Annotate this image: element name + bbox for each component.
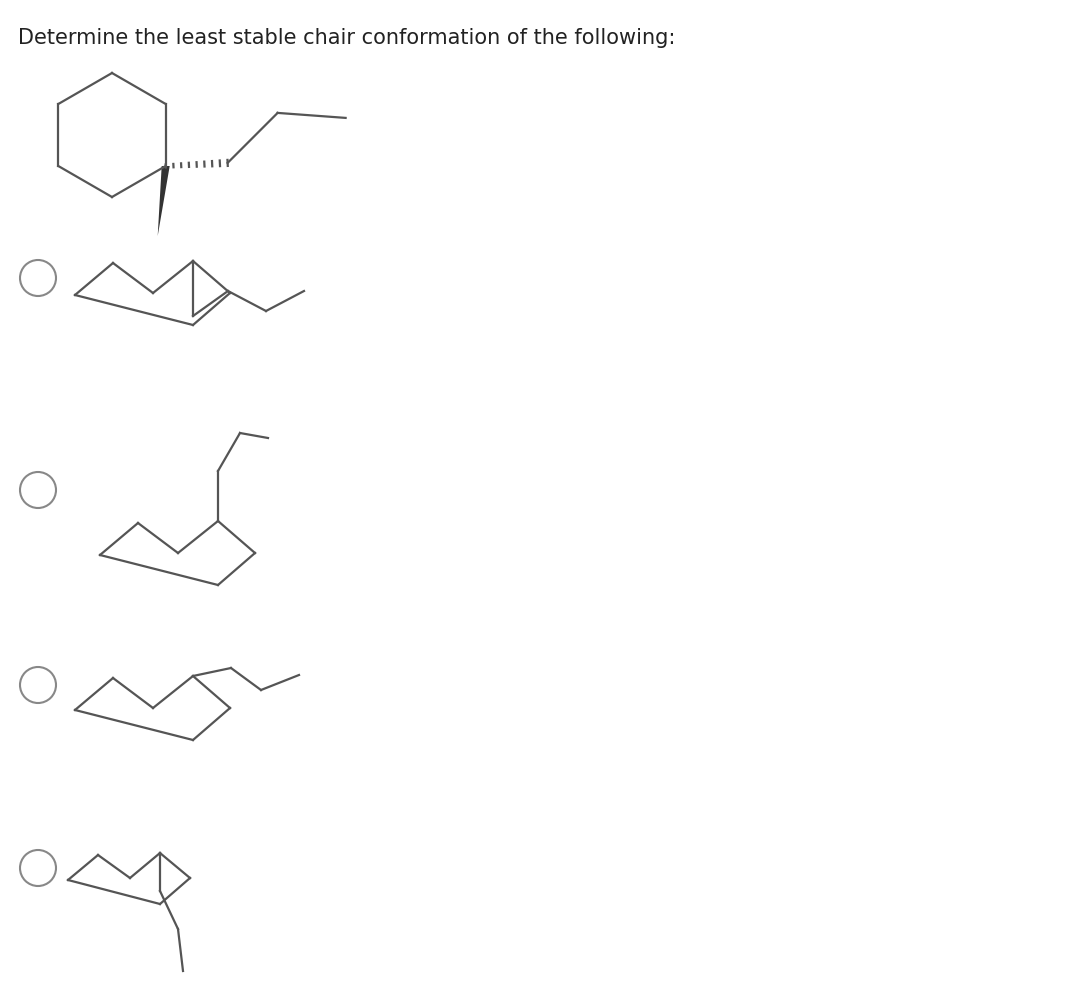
Polygon shape [158, 166, 170, 236]
Text: Determine the least stable chair conformation of the following:: Determine the least stable chair conform… [19, 28, 676, 48]
